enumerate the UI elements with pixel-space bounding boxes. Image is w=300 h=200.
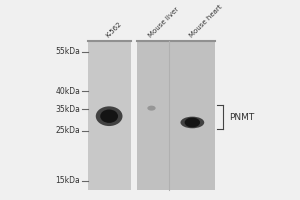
Text: 55kDa: 55kDa (55, 47, 80, 56)
Text: 40kDa: 40kDa (55, 87, 80, 96)
Ellipse shape (147, 106, 156, 111)
Ellipse shape (100, 109, 118, 123)
Bar (136, 41, 215, 190)
Text: Mouse liver: Mouse liver (147, 7, 180, 39)
Ellipse shape (96, 106, 122, 126)
Text: PNMT: PNMT (229, 113, 254, 122)
Ellipse shape (184, 118, 200, 127)
Ellipse shape (181, 117, 204, 128)
Bar (88, 41, 131, 190)
Text: K-562: K-562 (105, 21, 123, 39)
Text: 15kDa: 15kDa (56, 176, 80, 185)
Text: Mouse heart: Mouse heart (188, 4, 223, 39)
Text: 35kDa: 35kDa (55, 105, 80, 114)
Text: 25kDa: 25kDa (56, 126, 80, 135)
